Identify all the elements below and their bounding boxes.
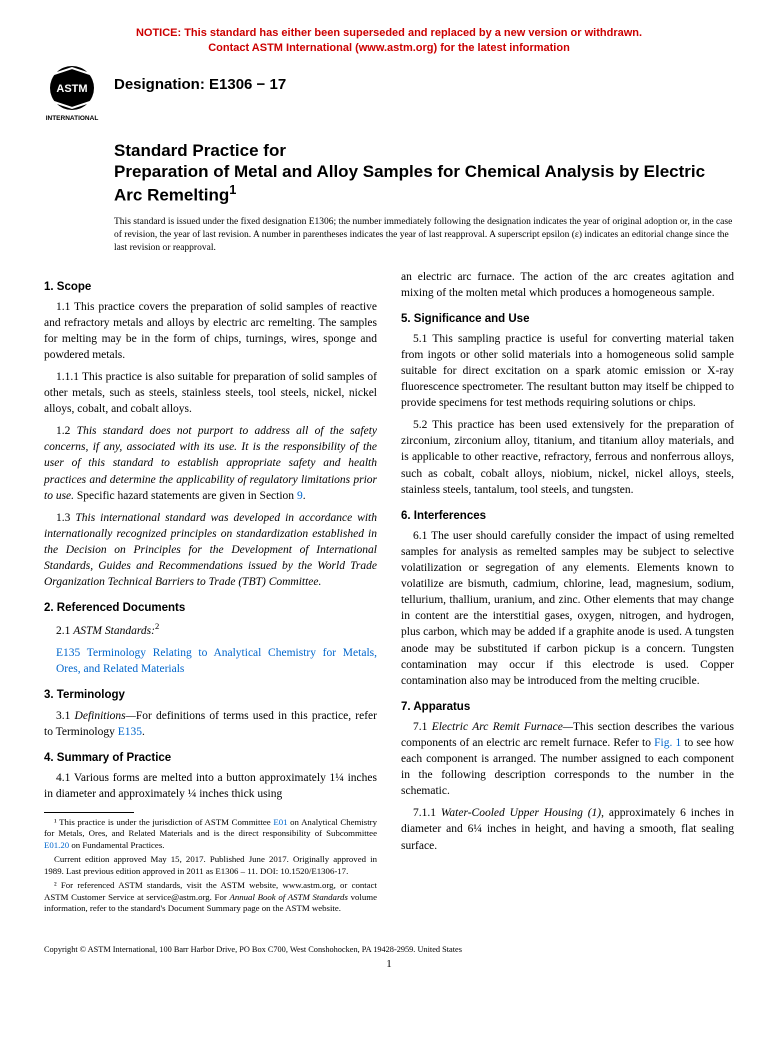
fig-1-link[interactable]: Fig. 1 — [654, 737, 681, 749]
document-title: Standard Practice for Preparation of Met… — [114, 140, 734, 206]
section-4-heading: 4. Summary of Practice — [44, 750, 377, 766]
svg-text:INTERNATIONAL: INTERNATIONAL — [46, 115, 99, 122]
notice-line1: NOTICE: This standard has either been su… — [136, 27, 642, 39]
e135-title-link[interactable]: Terminology Relating to Analytical Chemi… — [56, 647, 377, 675]
notice-line2: Contact ASTM International (www.astm.org… — [208, 42, 570, 54]
para-1-1: 1.1 This practice covers the preparation… — [44, 299, 377, 363]
para-6-1: 6.1 The user should carefully consider t… — [401, 528, 734, 689]
section-1-heading: 1. Scope — [44, 279, 377, 295]
para-4-1-cont: an electric arc furnace. The action of t… — [401, 269, 734, 301]
para-2-1: 2.1 ASTM Standards:2 — [44, 620, 377, 639]
left-column: 1. Scope 1.1 This practice covers the pr… — [44, 269, 377, 918]
copyright-text: Copyright © ASTM International, 100 Barr… — [44, 945, 734, 954]
footnote-separator — [44, 812, 134, 813]
page-number: 1 — [44, 958, 734, 970]
section-2-heading: 2. Referenced Documents — [44, 600, 377, 616]
right-column: an electric arc furnace. The action of t… — [401, 269, 734, 918]
para-3-1: 3.1 Definitions—For definitions of terms… — [44, 708, 377, 740]
footnote-1: ¹ This practice is under the jurisdictio… — [44, 817, 377, 851]
para-4-1: 4.1 Various forms are melted into a butt… — [44, 770, 377, 802]
para-5-2: 5.2 This practice has been used extensiv… — [401, 417, 734, 497]
section-3-heading: 3. Terminology — [44, 687, 377, 703]
title-line1: Standard Practice for — [114, 141, 286, 160]
footnote-2: ² For referenced ASTM standards, visit t… — [44, 880, 377, 914]
para-1-3: 1.3 This international standard was deve… — [44, 510, 377, 590]
section-5-heading: 5. Significance and Use — [401, 311, 734, 327]
e01-20-link[interactable]: E01.20 — [44, 840, 69, 850]
document-page: NOTICE: This standard has either been su… — [0, 0, 778, 1000]
ref-e135: E135 Terminology Relating to Analytical … — [44, 645, 377, 677]
section-6-heading: 6. Interferences — [401, 508, 734, 524]
para-7-1: 7.1 Electric Arc Remit Furnace—This sect… — [401, 719, 734, 799]
section-7-heading: 7. Apparatus — [401, 699, 734, 715]
para-1-2: 1.2 This standard does not purport to ad… — [44, 423, 377, 503]
e135-code-link[interactable]: E135 — [56, 647, 80, 659]
svg-text:ASTM: ASTM — [56, 83, 87, 95]
designation-text: Designation: E1306 − 17 — [114, 64, 286, 93]
header-row: ASTM INTERNATIONAL Designation: E1306 − … — [44, 64, 734, 122]
e01-link[interactable]: E01 — [273, 817, 287, 827]
para-1-1-1: 1.1.1 This practice is also suitable for… — [44, 369, 377, 417]
title-line2: Preparation of Metal and Alloy Samples f… — [114, 162, 705, 205]
para-7-1-1: 7.1.1 Water-Cooled Upper Housing (1), ap… — [401, 805, 734, 853]
astm-logo-icon: ASTM INTERNATIONAL — [44, 64, 100, 122]
title-footnote-sup: 1 — [229, 182, 236, 197]
e135-link[interactable]: E135 — [118, 726, 142, 738]
title-block: Standard Practice for Preparation of Met… — [114, 140, 734, 255]
issued-note: This standard is issued under the fixed … — [114, 216, 734, 254]
para-5-1: 5.1 This sampling practice is useful for… — [401, 331, 734, 411]
body-columns: 1. Scope 1.1 This practice covers the pr… — [44, 269, 734, 918]
footnote-1-p2: Current edition approved May 15, 2017. P… — [44, 854, 377, 877]
notice-banner: NOTICE: This standard has either been su… — [44, 26, 734, 56]
